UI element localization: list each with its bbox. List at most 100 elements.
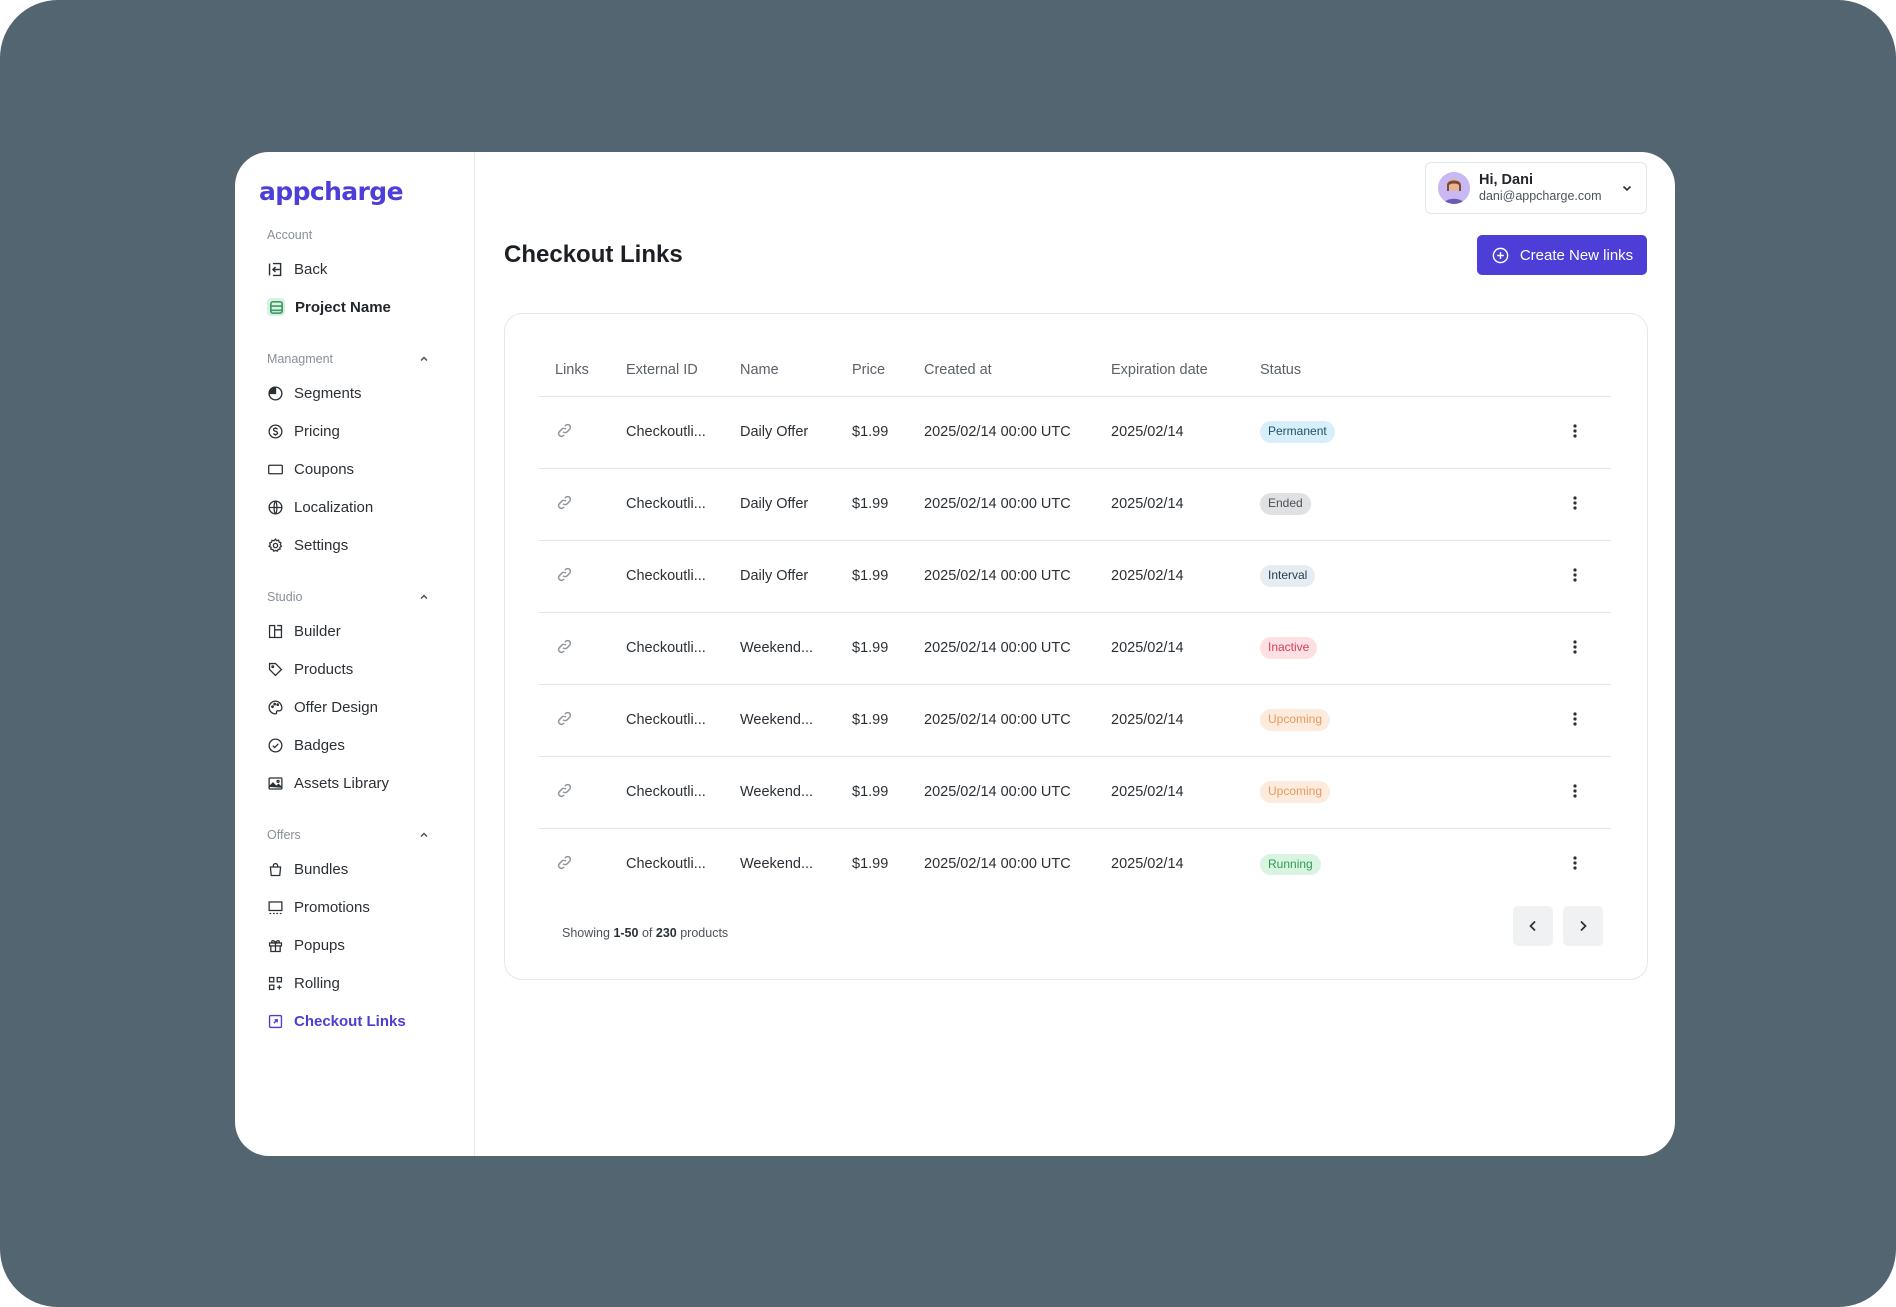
- more-options-icon[interactable]: [1565, 565, 1585, 585]
- section-label-offers[interactable]: Offers: [259, 826, 474, 844]
- column-header-expiration-date[interactable]: Expiration date: [1095, 344, 1244, 397]
- chevron-left-icon: [1529, 920, 1536, 932]
- column-header-created-at[interactable]: Created at: [908, 344, 1095, 397]
- sidebar-item-promotions[interactable]: Promotions: [259, 888, 474, 926]
- expiration-date-cell: 2025/02/14: [1095, 684, 1244, 757]
- chevron-right-icon: [1580, 920, 1587, 932]
- next-page-button[interactable]: [1563, 906, 1603, 946]
- price-cell: $1.99: [836, 684, 908, 757]
- checkout-links-table: Links External ID Name Price Created at …: [539, 344, 1611, 900]
- sidebar-item-coupons[interactable]: Coupons: [259, 450, 474, 488]
- price-cell: $1.99: [836, 468, 908, 541]
- created-at-cell: 2025/02/14 00:00 UTC: [908, 756, 1095, 829]
- table-row[interactable]: Checkoutli... Weekend... $1.99 2025/02/14 0…: [539, 828, 1611, 900]
- link-icon[interactable]: [555, 493, 575, 513]
- link-cell: [539, 756, 610, 829]
- create-new-links-button[interactable]: Create New links: [1477, 235, 1647, 275]
- table-row[interactable]: Checkoutli... Weekend... $1.99 2025/02/14 0…: [539, 684, 1611, 757]
- link-icon[interactable]: [555, 781, 575, 801]
- sidebar-item-builder[interactable]: Builder: [259, 612, 474, 650]
- price-cell: $1.99: [836, 756, 908, 829]
- name-cell: Weekend...: [740, 856, 814, 873]
- sidebar-item-localization[interactable]: Localization: [259, 488, 474, 526]
- sidebar-item-bundles[interactable]: Bundles: [259, 850, 474, 888]
- sidebar-item-popups[interactable]: Popups: [259, 926, 474, 964]
- section-label-studio[interactable]: Studio: [259, 588, 474, 606]
- project-name[interactable]: Project Name: [259, 288, 474, 326]
- previous-page-button[interactable]: [1513, 906, 1553, 946]
- more-options-icon[interactable]: [1565, 853, 1585, 873]
- column-header-price[interactable]: Price: [836, 344, 908, 397]
- column-header-status[interactable]: Status: [1244, 344, 1544, 397]
- link-icon[interactable]: [555, 565, 575, 585]
- price-cell: $1.99: [836, 540, 908, 613]
- link-icon[interactable]: [555, 709, 575, 729]
- name-cell: Daily Offer: [724, 540, 836, 613]
- actions-cell: [1544, 612, 1611, 685]
- section-label-management[interactable]: Managment: [259, 350, 474, 368]
- more-options-icon[interactable]: [1565, 781, 1585, 801]
- status-cell: Upcoming: [1244, 684, 1544, 757]
- sidebar-item-offer-design[interactable]: Offer Design: [259, 688, 474, 726]
- status-cell: Running: [1244, 828, 1544, 900]
- more-options-icon[interactable]: [1565, 637, 1585, 657]
- gift-icon: [268, 939, 283, 952]
- more-options-icon[interactable]: [1565, 421, 1585, 441]
- name-cell: Weekend...: [724, 684, 836, 757]
- pagination-summary: Showing 1-50 of 230 products: [562, 926, 729, 940]
- link-icon[interactable]: [555, 637, 575, 657]
- dollar-circle-icon: [268, 423, 283, 439]
- sidebar-item-products[interactable]: Products: [259, 650, 474, 688]
- back-button[interactable]: Back: [259, 250, 474, 288]
- chevron-up-icon[interactable]: [418, 591, 430, 603]
- actions-cell: [1544, 828, 1611, 900]
- sidebar-item-settings[interactable]: Settings: [259, 526, 474, 564]
- actions-cell: [1544, 468, 1611, 541]
- sidebar-item-segments[interactable]: Segments: [259, 374, 474, 412]
- back-arrow-icon: [268, 262, 282, 276]
- avatar: [1438, 172, 1470, 204]
- created-at-cell: 2025/02/14 00:00 UTC: [924, 856, 1071, 873]
- chevron-down-icon[interactable]: [1620, 181, 1634, 195]
- check-badge-icon: [268, 737, 283, 753]
- table-header-row: Links External ID Name Price Created at …: [539, 344, 1611, 397]
- more-options-icon[interactable]: [1565, 709, 1585, 729]
- grid-icon: [268, 976, 283, 990]
- status-badge: Permanent: [1260, 421, 1335, 443]
- sidebar-item-rolling[interactable]: Rolling: [259, 964, 474, 1002]
- builder-icon: [268, 624, 283, 638]
- pie-chart-icon: [268, 385, 283, 401]
- more-options-icon[interactable]: [1565, 493, 1585, 513]
- table-row[interactable]: Checkoutli... Daily Offer $1.99 2025/02/14 …: [539, 396, 1611, 469]
- link-icon[interactable]: [555, 853, 575, 873]
- created-at-cell: 2025/02/14 00:00 UTC: [908, 396, 1095, 469]
- status-badge: Upcoming: [1260, 781, 1331, 803]
- table-row[interactable]: Checkoutli... Daily Offer $1.99 2025/02/14 …: [539, 540, 1611, 613]
- status-cell: Upcoming: [1244, 756, 1544, 829]
- sidebar-item-pricing[interactable]: Pricing: [259, 412, 474, 450]
- column-header-external-id[interactable]: External ID: [610, 344, 724, 397]
- palette-icon: [268, 699, 283, 715]
- price-cell: $1.99: [836, 396, 908, 469]
- table-row[interactable]: Checkoutli... Weekend... $1.99 2025/02/14 0…: [539, 756, 1611, 829]
- status-badge: Ended: [1260, 493, 1311, 515]
- section-label-account: Account: [267, 228, 313, 242]
- table-row[interactable]: Checkoutli... Weekend... $1.99 2025/02/14 0…: [539, 612, 1611, 685]
- created-at-cell: 2025/02/14 00:00 UTC: [908, 540, 1095, 613]
- project-icon: [267, 298, 285, 316]
- column-header-links[interactable]: Links: [539, 344, 610, 397]
- sidebar-item-checkout-links[interactable]: Checkout Links: [259, 1002, 474, 1040]
- column-header-name[interactable]: Name: [724, 344, 836, 397]
- expiration-date-cell: 2025/02/14: [1095, 468, 1244, 541]
- link-icon[interactable]: [555, 421, 575, 441]
- price-cell: $1.99: [836, 612, 908, 685]
- sidebar-item-badges[interactable]: Badges: [259, 726, 474, 764]
- table-row[interactable]: Checkoutli... Daily Offer $1.99 2025/02/14 …: [539, 468, 1611, 541]
- chevron-up-icon[interactable]: [418, 353, 430, 365]
- user-menu[interactable]: Hi, Dani dani@appcharge.com: [1425, 162, 1647, 214]
- name-cell: Daily Offer: [724, 396, 836, 469]
- chevron-up-icon[interactable]: [418, 829, 430, 841]
- main-content: Hi, Dani dani@appcharge.com Checkout Lin…: [475, 152, 1675, 1156]
- status-badge: Upcoming: [1260, 709, 1331, 731]
- sidebar-item-assets-library[interactable]: Assets Library: [259, 764, 474, 802]
